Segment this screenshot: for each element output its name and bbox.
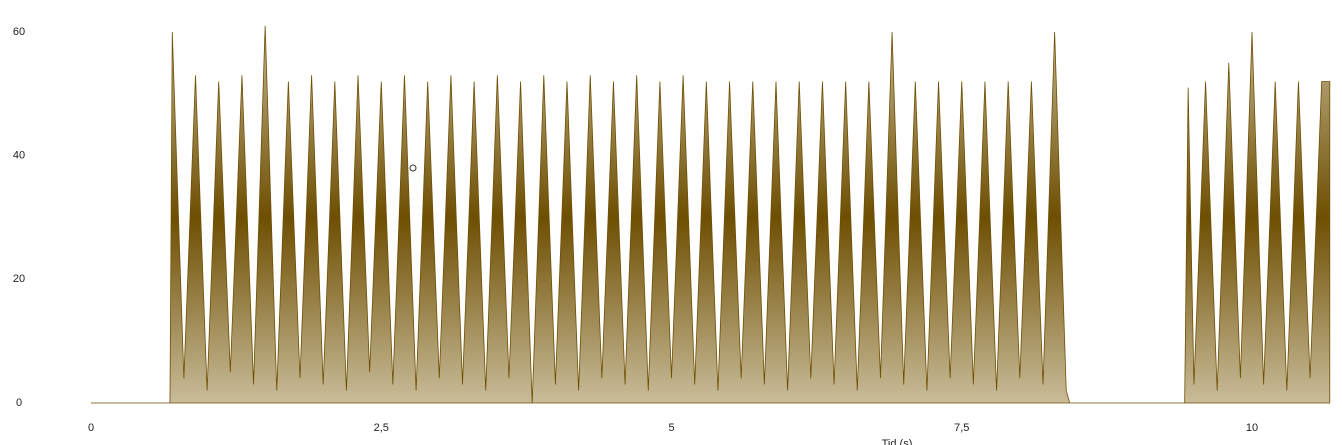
cursor [409,164,417,172]
x-tick-label: 10 [1246,422,1258,434]
fps-area [91,25,1331,404]
y-tick-label: 0 [16,397,22,409]
x-tick-label: 2,5 [374,422,389,434]
x-tick-label: 7,5 [954,422,969,434]
y-tick-label: 60 [13,26,25,38]
x-tick-label: 0 [88,422,94,434]
x-axis-label: Tid (s) [882,438,913,445]
x-tick-label: 5 [668,422,674,434]
y-tick-label: 20 [13,273,25,285]
y-tick-label: 40 [13,150,25,162]
